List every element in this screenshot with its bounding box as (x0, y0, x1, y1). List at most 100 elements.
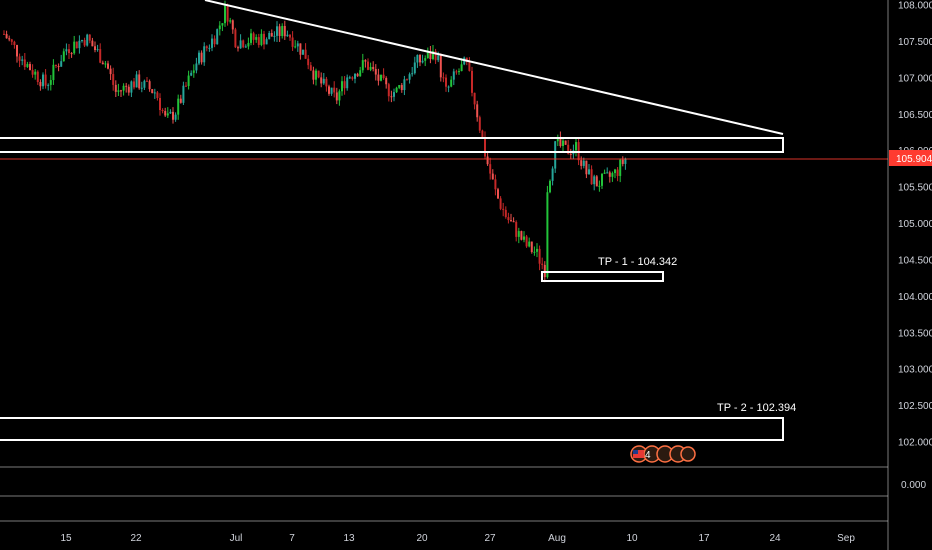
candle-body (564, 140, 567, 145)
candle-body (411, 73, 414, 75)
candle-body (86, 34, 89, 46)
candle-body (619, 159, 622, 176)
candle-body (81, 40, 83, 42)
candle-body (536, 248, 538, 252)
candle-body (273, 35, 276, 37)
time-tick-label: 27 (484, 533, 496, 544)
events-count: 4 (645, 450, 651, 461)
candle-body (127, 86, 130, 93)
candle-body (333, 87, 336, 93)
candle-body (416, 54, 419, 63)
candle-body (156, 92, 159, 99)
candle-body (582, 160, 585, 166)
price-tick-label: 102.500 (898, 401, 932, 412)
price-tick-label: 108.000 (898, 1, 932, 12)
candle-body (296, 43, 299, 47)
candle-body (421, 60, 424, 63)
candle-body (83, 40, 86, 46)
candle-body (29, 64, 31, 71)
events-badge[interactable]: 4 (630, 445, 696, 463)
candle-body (499, 198, 502, 209)
candle-body (286, 34, 289, 37)
candle-body (569, 153, 572, 155)
candle-body (299, 43, 302, 55)
candle-body (8, 38, 11, 40)
time-tick-label: 7 (289, 533, 295, 544)
candle-body (208, 47, 211, 49)
candle-body (146, 80, 148, 82)
candle-body (497, 189, 499, 199)
candle-body (359, 70, 362, 77)
candle-body (419, 54, 421, 63)
candle-body (369, 66, 372, 70)
candle-body (367, 61, 369, 70)
candle-body (200, 52, 203, 63)
candle-body (221, 23, 224, 26)
candle-body (317, 70, 320, 78)
time-tick-label: 13 (343, 533, 355, 544)
tp1-zone[interactable] (541, 271, 664, 282)
price-tick-label: 103.500 (898, 328, 932, 339)
candle-body (57, 66, 60, 68)
candle-body (177, 98, 180, 115)
candle-body (530, 241, 533, 253)
current-price-value: 105.904 (896, 154, 932, 165)
candle-body (205, 46, 208, 49)
candle-body (413, 62, 416, 74)
candle-body (307, 58, 310, 66)
candle-body (117, 90, 120, 92)
time-tick-label: 22 (130, 533, 142, 544)
tp2-zone[interactable] (0, 417, 784, 441)
candle-body (328, 86, 330, 94)
candle-body (320, 77, 323, 84)
price-tick-label: 104.000 (898, 292, 932, 303)
candle-body (216, 29, 219, 45)
descending-trendline[interactable] (204, 0, 784, 135)
candle-body (211, 38, 213, 48)
time-tick-label: Aug (548, 533, 566, 544)
candle-body (330, 87, 333, 94)
candle-body (447, 86, 450, 88)
candle-body (3, 33, 5, 35)
candle-body (55, 64, 57, 67)
candle-body (283, 25, 286, 37)
candle-body (70, 53, 73, 55)
candle-body (109, 68, 112, 75)
candle-body (580, 160, 583, 166)
candle-body (192, 70, 195, 73)
candle-body (18, 56, 21, 61)
candle-body (250, 33, 252, 43)
candle-body (478, 117, 481, 131)
time-tick-label: 10 (626, 533, 638, 544)
candle-body (525, 236, 528, 247)
candle-body (140, 87, 143, 89)
candle-body (616, 169, 619, 176)
candle-body (624, 158, 627, 164)
candle-body (559, 137, 562, 147)
resistance-zone[interactable] (0, 137, 784, 153)
candle-body (169, 111, 172, 114)
candle-body (523, 236, 525, 240)
time-tick-label: 17 (698, 533, 710, 544)
candle-body (34, 71, 37, 75)
candle-body (257, 37, 260, 45)
candle-body (99, 49, 102, 63)
candle-body (91, 40, 94, 47)
candle-body (439, 55, 442, 78)
candle-body (354, 73, 356, 79)
candle-body (179, 98, 182, 103)
candle-body (161, 110, 164, 112)
candle-body (62, 51, 65, 62)
candle-body (335, 92, 338, 101)
price-tick-label: 104.500 (898, 255, 932, 266)
candle-body (486, 156, 489, 165)
candle-body (260, 33, 263, 45)
candle-body (611, 173, 614, 177)
candle-body (52, 64, 55, 81)
time-tick-label: 24 (769, 533, 781, 544)
candle-body (473, 92, 476, 105)
candle-body (593, 176, 596, 185)
candle-body (276, 26, 278, 36)
candle-body (393, 92, 395, 97)
